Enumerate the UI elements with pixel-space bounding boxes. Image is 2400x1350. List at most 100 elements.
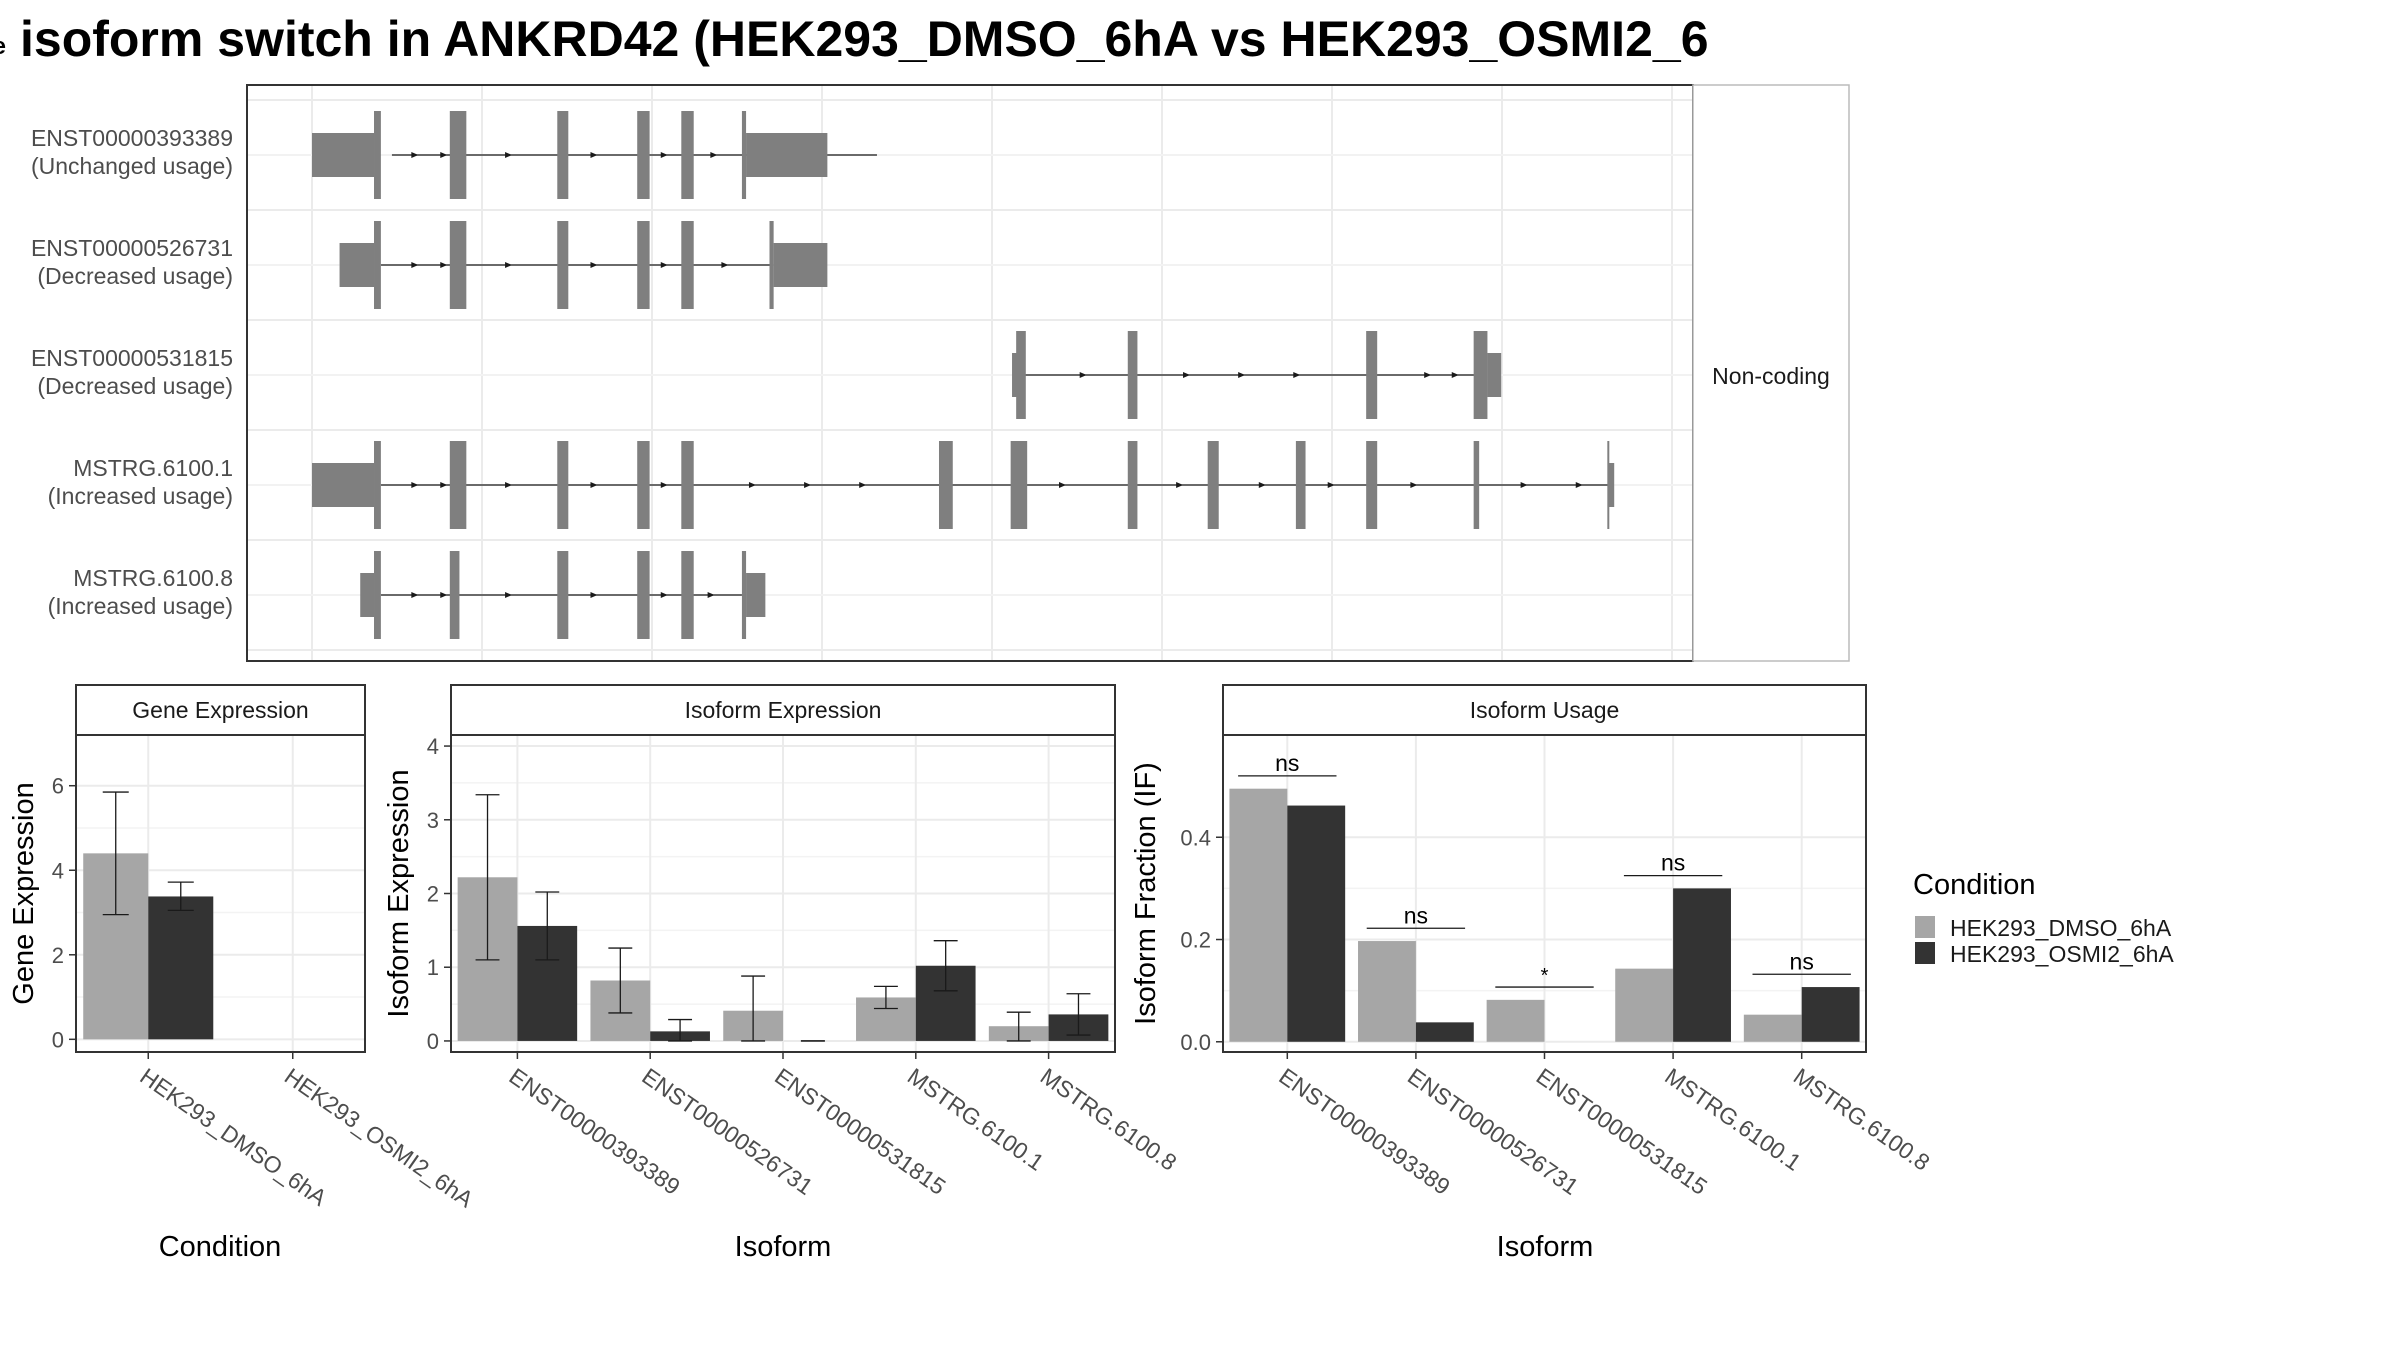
legend-key-dmso xyxy=(1915,916,1935,938)
bar-dmso xyxy=(1615,968,1674,1042)
error-bar xyxy=(1006,1011,1031,1042)
bar-dmso xyxy=(1743,1014,1802,1042)
coding-exon xyxy=(681,111,694,199)
y-tick-label: 0 xyxy=(52,1027,64,1052)
utr-exon xyxy=(1012,353,1021,397)
coding-exon xyxy=(374,441,381,529)
utr-exon xyxy=(746,573,766,617)
intron-direction-arrow xyxy=(1079,372,1087,378)
transcript-track-MSTRG.6100.8 xyxy=(360,551,766,639)
intron-direction-arrow xyxy=(660,592,668,598)
utr-exon xyxy=(1487,353,1502,397)
significance-label: ns xyxy=(1275,750,1299,776)
coding-exon xyxy=(637,441,650,529)
y-tick-label: 0.4 xyxy=(1180,825,1211,850)
coding-exon xyxy=(1127,331,1138,419)
intron-direction-arrow xyxy=(1575,482,1583,488)
transcript-track-ENST00000531815 xyxy=(1012,331,1502,419)
transcript-track-ENST00000526731 xyxy=(339,221,828,309)
coding-exon xyxy=(1207,441,1219,529)
transcript-id-label: MSTRG.6100.8 xyxy=(73,565,233,591)
legend-title: Condition xyxy=(1913,869,2036,901)
x-tick-label: MSTRG.6100.8 xyxy=(1789,1063,1935,1176)
legend-key-osmi2 xyxy=(1915,942,1935,964)
coding-exon xyxy=(637,551,650,639)
y-tick-label: 0.2 xyxy=(1180,928,1211,953)
coding-exon xyxy=(1010,441,1028,529)
coding-exon xyxy=(769,221,774,309)
coding-exon xyxy=(449,221,467,309)
error-bar xyxy=(1066,993,1091,1036)
error-bar xyxy=(873,985,898,1010)
y-tick-label: 4 xyxy=(427,734,439,759)
coding-exon xyxy=(1295,441,1306,529)
structure-tracks xyxy=(312,111,1615,639)
coding-exon xyxy=(1366,441,1378,529)
bar-osmi2 xyxy=(1673,888,1731,1042)
coding-exon xyxy=(1607,441,1610,529)
bar-dmso xyxy=(1358,941,1416,1042)
coding-exon xyxy=(741,111,747,199)
bar-dmso xyxy=(1229,788,1288,1042)
y-tick-label: 0.0 xyxy=(1180,1030,1211,1055)
utr-exon xyxy=(746,133,828,177)
intron-direction-arrow xyxy=(411,262,419,268)
coding-exon xyxy=(637,221,650,309)
x-axis-title: Isoform xyxy=(735,1231,832,1263)
intron-direction-arrow xyxy=(1176,482,1184,488)
coding-exon xyxy=(449,551,460,639)
utr-exon xyxy=(773,243,828,287)
y-tick-label: 1 xyxy=(427,955,439,980)
intron-direction-arrow xyxy=(1327,482,1335,488)
structure-facet-strip xyxy=(1692,84,1850,662)
intron-direction-arrow xyxy=(1520,482,1528,488)
intron-direction-arrow xyxy=(505,482,513,488)
coding-exon xyxy=(681,441,694,529)
coding-exon xyxy=(741,551,747,639)
transcript-id-label: MSTRG.6100.1 xyxy=(73,455,233,481)
error-bar xyxy=(167,881,194,912)
bar-osmi2 xyxy=(1287,805,1346,1042)
error-bar xyxy=(608,947,633,1014)
x-axis-title: Condition xyxy=(159,1231,282,1263)
error-bar xyxy=(535,891,560,961)
transcript-status-label: (Decreased usage) xyxy=(37,263,233,289)
error-bar xyxy=(475,794,500,961)
intron-direction-arrow xyxy=(1293,372,1301,378)
x-tick-label: MSTRG.6100.8 xyxy=(1036,1063,1182,1176)
intron-direction-arrow xyxy=(411,152,419,158)
facet-strip-title: Isoform Usage xyxy=(1470,697,1620,723)
y-tick-label: 0 xyxy=(427,1029,439,1054)
coding-exon xyxy=(557,221,569,309)
utr-exon xyxy=(360,573,375,617)
transcript-track-ENST00000393389 xyxy=(312,111,877,199)
legend-label-dmso: HEK293_DMSO_6hA xyxy=(1950,915,2172,941)
intron-direction-arrow xyxy=(1059,482,1067,488)
bar-osmi2 xyxy=(1415,1022,1474,1042)
intron-direction-arrow xyxy=(505,592,513,598)
error-bar xyxy=(741,975,766,1042)
utr-exon xyxy=(312,463,375,507)
y-axis-title: Isoform Expression xyxy=(383,769,415,1017)
intron-direction-arrow xyxy=(660,152,668,158)
intron-direction-arrow xyxy=(660,482,668,488)
intron-direction-arrow xyxy=(590,152,598,158)
significance-label: ns xyxy=(1404,902,1428,928)
y-tick-label: 3 xyxy=(427,808,439,833)
facet-strip-title: Gene Expression xyxy=(132,697,308,723)
bar-osmi2 xyxy=(1801,987,1860,1042)
y-axis-title: Gene Expression xyxy=(8,782,40,1004)
y-tick-label: 6 xyxy=(52,774,64,799)
intron-direction-arrow xyxy=(1258,482,1266,488)
intron-direction-arrow xyxy=(748,482,756,488)
legend-label-osmi2: HEK293_OSMI2_6hA xyxy=(1950,941,2174,967)
intron-direction-arrow xyxy=(590,262,598,268)
coding-exon xyxy=(1473,441,1480,529)
intron-direction-arrow xyxy=(859,482,867,488)
facet-strip xyxy=(75,684,366,736)
facet-strip-title: Isoform Expression xyxy=(685,697,882,723)
intron-direction-arrow xyxy=(721,262,729,268)
intron-direction-arrow xyxy=(707,592,715,598)
